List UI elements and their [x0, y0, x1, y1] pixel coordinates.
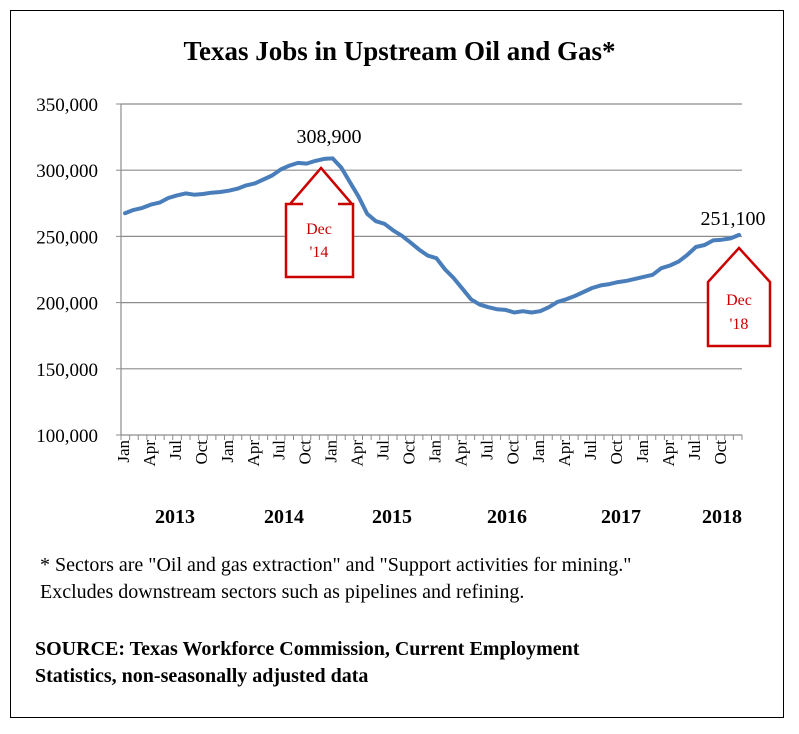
y-tick-label: 250,000: [36, 227, 98, 248]
year-label: 2018: [702, 506, 742, 528]
x-tick-label: Jul: [270, 440, 289, 460]
x-tick-label: Apr: [659, 440, 678, 467]
x-tick-label: Jan: [633, 440, 652, 463]
chart-title: Texas Jobs in Upstream Oil and Gas*: [183, 36, 616, 66]
end-value-label: 251,100: [701, 208, 766, 230]
x-tick-label: Jan: [218, 440, 237, 463]
callout-text-line-2: '18: [730, 316, 749, 333]
callout-arrow-dec-14: [284, 166, 355, 279]
footnote-line-1: * Sectors are "Oil and gas extraction" a…: [40, 554, 632, 576]
y-tick-labels: 350,000 300,000 250,000 200,000 150,000 100,0…: [36, 95, 98, 447]
x-tick-label: Jan: [425, 440, 444, 463]
callout-text-line-1: Dec: [726, 292, 752, 309]
x-tick-label: Oct: [607, 440, 626, 465]
x-tick-label: Oct: [503, 440, 522, 465]
x-tick-label: Jul: [477, 440, 496, 460]
year-label: 2013: [155, 506, 195, 528]
y-tick-label: 350,000: [36, 95, 98, 116]
x-tick-label: Jul: [166, 440, 185, 460]
x-tick-labels: Jan Apr Jul Oct Jan Apr Jul Oct Jan Apr Jul Oct Jan A…: [114, 440, 730, 467]
chart-frame: [10, 10, 784, 718]
x-tick-label: Oct: [296, 440, 315, 465]
year-label: 2014: [264, 506, 304, 528]
x-tick-label: Jul: [374, 440, 393, 460]
source-line-1: SOURCE: Texas Workforce Commission, Curr…: [35, 638, 580, 660]
x-tick-label: Apr: [244, 440, 263, 467]
gridlines: [121, 103, 742, 370]
x-tick-label: Apr: [451, 440, 470, 467]
line-chart: 350,000 300,000 250,000 200,000 150,000 100,0…: [36, 95, 772, 528]
series-line-path: [123, 156, 742, 315]
axes: [116, 103, 743, 440]
year-label: 2016: [487, 506, 527, 528]
peak-value-label: 308,900: [297, 126, 362, 148]
x-tick-label: Apr: [140, 440, 159, 467]
series-line: [123, 156, 742, 315]
x-tick-label: Jul: [685, 440, 704, 460]
x-tick-label: Oct: [192, 440, 211, 465]
x-tick-label: Oct: [399, 440, 418, 465]
x-tick-label: Apr: [348, 440, 367, 467]
x-tick-label: Jan: [529, 440, 548, 463]
year-label: 2015: [372, 506, 412, 528]
source-note: SOURCE: Texas Workforce Commission, Curr…: [35, 636, 579, 690]
year-label: 2017: [601, 506, 641, 528]
x-tick-label: Oct: [711, 440, 730, 465]
x-tick-label: Jul: [581, 440, 600, 460]
source-line-2: Statistics, non-seasonally adjusted data: [35, 665, 369, 687]
callouts: 308,900 Dec '14 251,100 Dec '18: [284, 126, 772, 348]
callout-text-line-2: '14: [310, 244, 329, 261]
y-tick-label: 100,000: [36, 426, 98, 447]
y-tick-label: 150,000: [36, 360, 98, 381]
y-tick-label: 200,000: [36, 294, 98, 315]
x-tick-label: Jan: [322, 440, 341, 463]
footnote-line-2: Excludes downstream sectors such as pipe…: [40, 581, 525, 603]
callout-text-line-1: Dec: [306, 221, 332, 238]
year-labels: 2013 2014 2015 2016 2017 2018: [155, 506, 742, 528]
footnote: * Sectors are "Oil and gas extraction" a…: [40, 552, 631, 606]
callout-arrow-dec-18: [706, 246, 772, 348]
x-tick-label: Apr: [555, 440, 574, 467]
y-tick-label: 300,000: [36, 161, 98, 182]
x-tick-label: Jan: [114, 440, 133, 463]
